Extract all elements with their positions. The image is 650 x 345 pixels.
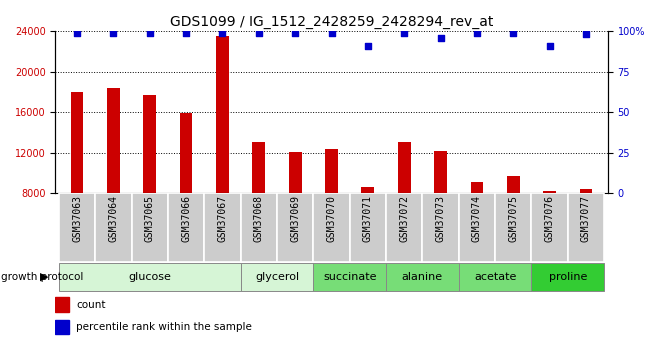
FancyBboxPatch shape [532,193,567,262]
Text: GSM37067: GSM37067 [218,195,227,242]
Point [508,30,519,36]
Bar [434,151,447,274]
Text: GSM37064: GSM37064 [109,195,118,242]
Point [254,30,264,36]
Bar [55,297,69,312]
Text: GSM37071: GSM37071 [363,195,373,242]
Text: GSM37072: GSM37072 [399,195,410,242]
Text: GSM37070: GSM37070 [326,195,337,242]
Text: GSM37069: GSM37069 [290,195,300,242]
Point [144,30,155,36]
FancyBboxPatch shape [459,263,532,291]
FancyBboxPatch shape [567,193,604,262]
FancyBboxPatch shape [459,193,495,262]
Bar [107,88,120,274]
Text: GSM37077: GSM37077 [581,195,591,242]
FancyBboxPatch shape [495,193,532,262]
FancyBboxPatch shape [59,193,96,262]
Text: growth protocol: growth protocol [1,272,84,282]
Text: count: count [76,299,106,309]
Text: GSM37075: GSM37075 [508,195,518,242]
Point [181,30,191,36]
Bar [325,149,338,274]
Text: succinate: succinate [323,272,376,282]
Text: GSM37076: GSM37076 [545,195,554,242]
Point [326,30,337,36]
Bar [144,95,156,274]
Text: glycerol: glycerol [255,272,299,282]
Point [108,30,118,36]
FancyBboxPatch shape [240,263,313,291]
FancyBboxPatch shape [313,193,350,262]
Bar [71,92,83,274]
Bar [289,152,302,274]
Bar [361,187,374,274]
Bar [55,320,69,334]
Text: GSM37073: GSM37073 [436,195,445,242]
Bar [252,141,265,274]
Bar [398,141,411,274]
Text: proline: proline [549,272,587,282]
Text: GSM37065: GSM37065 [145,195,155,242]
FancyBboxPatch shape [386,263,459,291]
Point [580,31,591,37]
FancyBboxPatch shape [59,263,241,291]
FancyBboxPatch shape [168,193,204,262]
Point [399,30,410,36]
Point [545,43,555,48]
Text: GSM37074: GSM37074 [472,195,482,242]
Point [472,30,482,36]
FancyBboxPatch shape [204,193,240,262]
Text: GSM37063: GSM37063 [72,195,82,242]
FancyBboxPatch shape [96,193,131,262]
Text: percentile rank within the sample: percentile rank within the sample [76,322,252,332]
FancyBboxPatch shape [131,193,168,262]
Bar [507,176,519,274]
FancyBboxPatch shape [350,193,386,262]
Point [436,35,446,40]
FancyBboxPatch shape [240,193,277,262]
FancyBboxPatch shape [532,263,604,291]
Text: GSM37066: GSM37066 [181,195,191,242]
FancyBboxPatch shape [386,193,422,262]
Text: glucose: glucose [128,272,171,282]
Title: GDS1099 / IG_1512_2428259_2428294_rev_at: GDS1099 / IG_1512_2428259_2428294_rev_at [170,14,493,29]
FancyBboxPatch shape [313,263,386,291]
Text: alanine: alanine [402,272,443,282]
FancyBboxPatch shape [422,193,459,262]
Bar [543,191,556,274]
Text: GSM37068: GSM37068 [254,195,264,242]
Point [290,30,300,36]
Bar [216,36,229,274]
Bar [180,113,192,274]
Text: acetate: acetate [474,272,516,282]
Bar [471,182,483,274]
Bar [580,189,592,274]
FancyBboxPatch shape [277,193,313,262]
Point [363,43,373,48]
Point [72,30,83,36]
Point [217,30,228,36]
Text: ▶: ▶ [40,272,49,282]
